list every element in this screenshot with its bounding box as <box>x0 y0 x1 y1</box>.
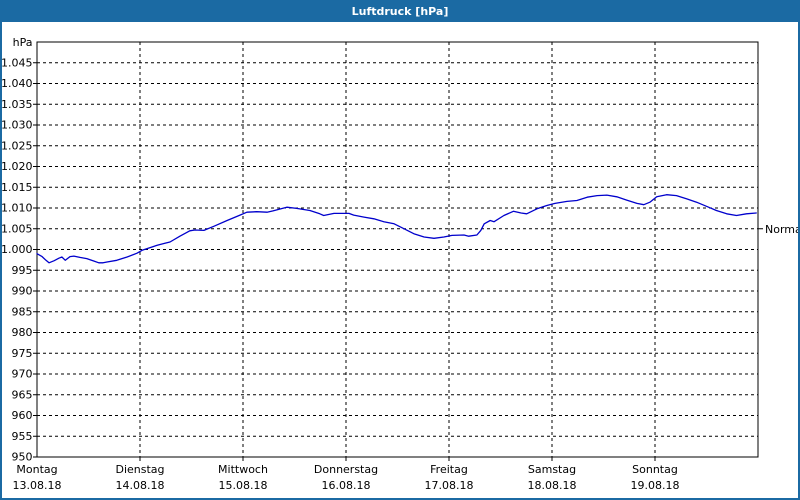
x-date-label: 14.08.18 <box>116 479 165 492</box>
y-tick-label: 990 <box>12 285 33 298</box>
y-tick-label: 980 <box>12 326 33 339</box>
plot-border <box>36 41 759 458</box>
y-tick-label: 1.040 <box>1 77 33 90</box>
y-tick-label: 995 <box>12 264 33 277</box>
x-day-label: Samstag <box>528 463 576 476</box>
x-date-label: 15.08.18 <box>219 479 268 492</box>
x-day-label: Donnerstag <box>314 463 378 476</box>
y-tick-label: 950 <box>12 451 33 464</box>
y-tick-label: 1.005 <box>1 222 33 235</box>
x-day-label: Mittwoch <box>218 463 268 476</box>
y-tick-label: 955 <box>12 430 33 443</box>
x-date-label: 13.08.18 <box>13 479 62 492</box>
x-date-label: 17.08.18 <box>425 479 474 492</box>
y-tick-label: 1.045 <box>1 56 33 69</box>
y-tick-label: 1.025 <box>1 139 33 152</box>
y-tick-label: 965 <box>12 388 33 401</box>
pressure-line-series <box>36 194 757 264</box>
window-title: Luftdruck [hPa] <box>351 5 449 18</box>
x-day-label: Dienstag <box>115 463 164 476</box>
y-tick-label: 970 <box>12 368 33 381</box>
x-date-label: 19.08.18 <box>631 479 680 492</box>
y-tick-label: 960 <box>12 409 33 422</box>
x-date-label: 16.08.18 <box>322 479 371 492</box>
y-tick-label: 975 <box>12 347 33 360</box>
normal-label: Normal <box>765 223 800 236</box>
y-tick-label: 1.030 <box>1 119 33 132</box>
x-day-label: Sonntag <box>632 463 678 476</box>
title-bar[interactable]: Luftdruck [hPa] <box>2 2 798 22</box>
hpa-unit-label: hPa <box>13 36 33 49</box>
y-tick-label: 1.000 <box>1 243 33 256</box>
x-day-label: Freitag <box>430 463 468 476</box>
y-tick-label: 1.010 <box>1 202 33 215</box>
y-tick-label: 985 <box>12 305 33 318</box>
y-tick-label: 1.035 <box>1 98 33 111</box>
x-day-label: Montag <box>16 463 57 476</box>
y-tick-label: 1.020 <box>1 160 33 173</box>
x-date-label: 18.08.18 <box>528 479 577 492</box>
y-tick-label: 1.015 <box>1 181 33 194</box>
